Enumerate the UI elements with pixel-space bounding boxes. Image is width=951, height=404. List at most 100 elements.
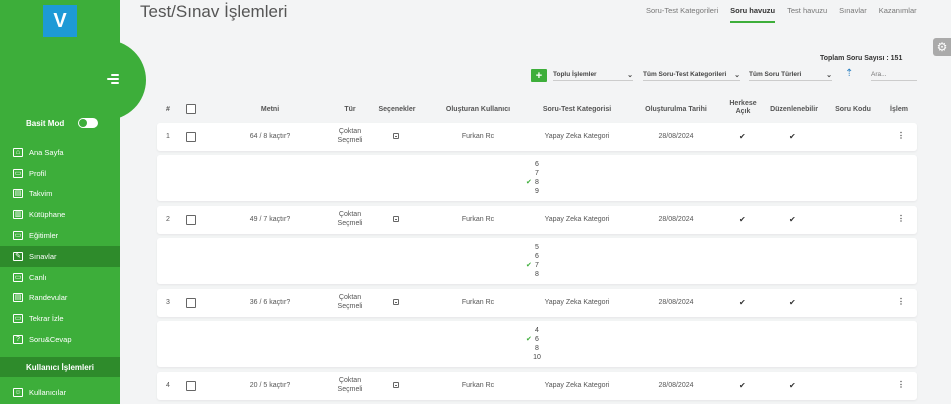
answer-option: 8 [522, 270, 552, 279]
sidebar-item-users[interactable]: ☺ Kullanıcılar [13, 388, 66, 397]
sidebar-item-exam[interactable]: ✎ Sınavlar [0, 245, 120, 267]
basic-mode: Basit Mod [26, 118, 99, 128]
appointments-icon: ▤ [13, 293, 23, 303]
question-type: Çoktan Seçmeli [326, 293, 374, 311]
answer-list: 6 7 ✔ 8 9 [522, 160, 552, 196]
sidebar-item-home[interactable]: ⌂ Ana Sayfa [0, 142, 120, 163]
header-public: Herkese Açık [722, 100, 764, 116]
sidebar-item-label: Kütüphane [29, 210, 66, 220]
question-type-line2: Seçmeli [337, 137, 363, 144]
more-options-icon[interactable]: ⋮ [897, 131, 905, 140]
tab-0[interactable]: Soru-Test Kategorileri [646, 6, 719, 15]
tab-3[interactable]: Sınavlar [839, 6, 867, 15]
answer-value: 6 [535, 161, 539, 168]
row-number: 2 [166, 216, 170, 223]
header-public-line1: Herkese [729, 100, 757, 107]
category-name: Yapay Zeka Kategori [544, 216, 610, 223]
bulk-actions-select[interactable]: Toplu İşlemler ⌄ [553, 69, 633, 81]
row-checkbox[interactable] [186, 298, 196, 308]
sidebar-bulge [96, 40, 146, 120]
sidebar-item-replay[interactable]: ▭ Tekrar İzle [0, 308, 120, 329]
sidebar-item-appointments[interactable]: ▤ Randevular [0, 288, 120, 309]
answer-list: 5 6 ✔ 7 8 [522, 243, 552, 279]
app-logo[interactable]: V [43, 5, 77, 37]
header-action: İşlem [890, 106, 908, 113]
tab-4[interactable]: Kazanımlar [878, 6, 917, 15]
answer-value: 5 [535, 244, 539, 251]
upload-icon[interactable]: ⇡ [845, 68, 854, 79]
tab-1[interactable]: Soru havuzu [730, 6, 776, 23]
created-date: 28/08/2024 [658, 382, 694, 389]
sidebar-item-label: Eğitimler [29, 231, 59, 241]
sidebar-item-label: Canlı [29, 272, 47, 282]
row-checkbox[interactable] [186, 381, 196, 391]
sidebar-item-label: Takvim [29, 189, 53, 199]
replay-icon: ▭ [13, 314, 23, 324]
answer-option: 4 [522, 326, 552, 335]
sidebar-item-profile[interactable]: ▭ Profil [0, 163, 120, 184]
more-options-icon[interactable]: ⋮ [897, 380, 905, 389]
education-icon: ▭ [13, 231, 23, 241]
public-check-icon: ✔ [739, 381, 746, 390]
sidebar-item-calendar[interactable]: ▤ Takvim [0, 184, 120, 205]
header-type: Tür [344, 106, 356, 113]
sidebar-item-label: Kullanıcılar [29, 388, 67, 397]
menu-toggle-icon[interactable] [107, 72, 121, 86]
answer-option: ✔ 6 [522, 335, 552, 344]
answer-value: 8 [535, 179, 539, 186]
answer-option: 6 [522, 160, 552, 169]
public-check-icon: ✔ [739, 298, 746, 307]
bulk-actions-label: Toplu İşlemler [553, 71, 597, 78]
answer-value: 6 [535, 336, 539, 343]
answer-option: 9 [522, 187, 552, 196]
editable-check-icon: ✔ [789, 381, 796, 390]
category-filter-select[interactable]: Tüm Soru-Test Kategorileri ⌄ [643, 69, 740, 81]
header-category: Soru-Test Kategorisi [542, 106, 612, 113]
question-type-line1: Çoktan [338, 377, 362, 384]
editable-check-icon: ✔ [789, 215, 796, 224]
sidebar: V Basit Mod ⌂ Ana Sayfa ▭ Profil ▤ Takvim ▥ Küt… [0, 0, 146, 404]
options-list-icon[interactable] [393, 299, 399, 305]
public-check-icon: ✔ [739, 215, 746, 224]
add-question-button[interactable]: + [531, 69, 547, 82]
type-filter-select[interactable]: Tüm Soru Türleri ⌄ [749, 69, 832, 81]
question-text: 36 / 6 kaçtır? [249, 299, 291, 306]
page-title: Test/Sınav İşlemleri [140, 2, 288, 21]
answers-panel [157, 238, 917, 284]
table-row [157, 289, 917, 317]
select-all-checkbox[interactable] [186, 104, 196, 114]
header-editable: Düzenlenebilir [770, 106, 818, 113]
header-num: # [166, 106, 170, 113]
row-checkbox[interactable] [186, 132, 196, 142]
basic-mode-toggle[interactable] [78, 118, 99, 128]
question-type-line1: Çoktan [338, 128, 362, 135]
answer-option: 8 [522, 344, 552, 353]
options-list-icon[interactable] [393, 382, 399, 388]
sidebar-item-label: Sınavlar [29, 251, 57, 261]
more-options-icon[interactable]: ⋮ [897, 214, 905, 223]
answer-option: 6 [522, 252, 552, 261]
answer-option: 5 [522, 243, 552, 252]
question-type: Çoktan Seçmeli [326, 127, 374, 145]
answer-value: 4 [535, 327, 539, 334]
more-options-icon[interactable]: ⋮ [897, 297, 905, 306]
options-list-icon[interactable] [393, 133, 399, 139]
sidebar-item-label: Ana Sayfa [29, 147, 64, 157]
options-list-icon[interactable] [393, 216, 399, 222]
answer-value: 7 [535, 170, 539, 177]
sidebar-item-question[interactable]: ? Soru&Cevap [0, 329, 120, 350]
answer-value: 7 [535, 262, 539, 269]
creator-name: Furkan Rc [461, 299, 495, 306]
sidebar-item-education[interactable]: ▭ Eğitimler [0, 225, 120, 246]
sidebar-item-library[interactable]: ▥ Kütüphane [0, 204, 120, 225]
basic-mode-label: Basit Mod [26, 118, 65, 128]
sidebar-item-live[interactable]: ▭ Canlı [0, 267, 120, 288]
answer-option: ✔ 7 [522, 261, 552, 270]
category-name: Yapay Zeka Kategori [544, 299, 610, 306]
tab-2[interactable]: Test havuzu [787, 6, 828, 15]
row-checkbox[interactable] [186, 215, 196, 225]
creator-name: Furkan Rc [461, 382, 495, 389]
settings-gear-icon[interactable]: ⚙ [933, 38, 951, 56]
search-input[interactable] [871, 69, 917, 81]
header-text: Metni [260, 106, 280, 113]
